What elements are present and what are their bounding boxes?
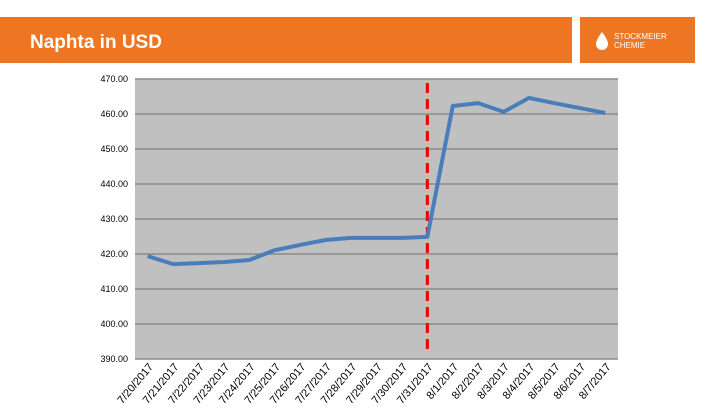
y-tick-label: 410.00 <box>100 284 128 294</box>
logo-text: CHEMIE <box>614 41 645 50</box>
logo-icon <box>596 32 608 50</box>
y-tick-label: 470.00 <box>100 74 128 84</box>
chart: 390.00 400.00 410.00 420.00 430.00 440.00 450.… <box>100 74 618 406</box>
y-tick-label: 460.00 <box>100 109 128 119</box>
y-tick-label: 450.00 <box>100 144 128 154</box>
y-tick-label: 390.00 <box>100 354 128 364</box>
data-line <box>147 95 606 267</box>
header-bar <box>0 17 572 63</box>
slide-title: Naphta in USD <box>30 32 162 53</box>
y-tick-label: 440.00 <box>100 179 128 189</box>
logo-text: STOCKMEIER <box>614 32 667 41</box>
y-tick-label: 420.00 <box>100 249 128 259</box>
y-tick-label: 430.00 <box>100 214 128 224</box>
y-tick-label: 400.00 <box>100 319 128 329</box>
